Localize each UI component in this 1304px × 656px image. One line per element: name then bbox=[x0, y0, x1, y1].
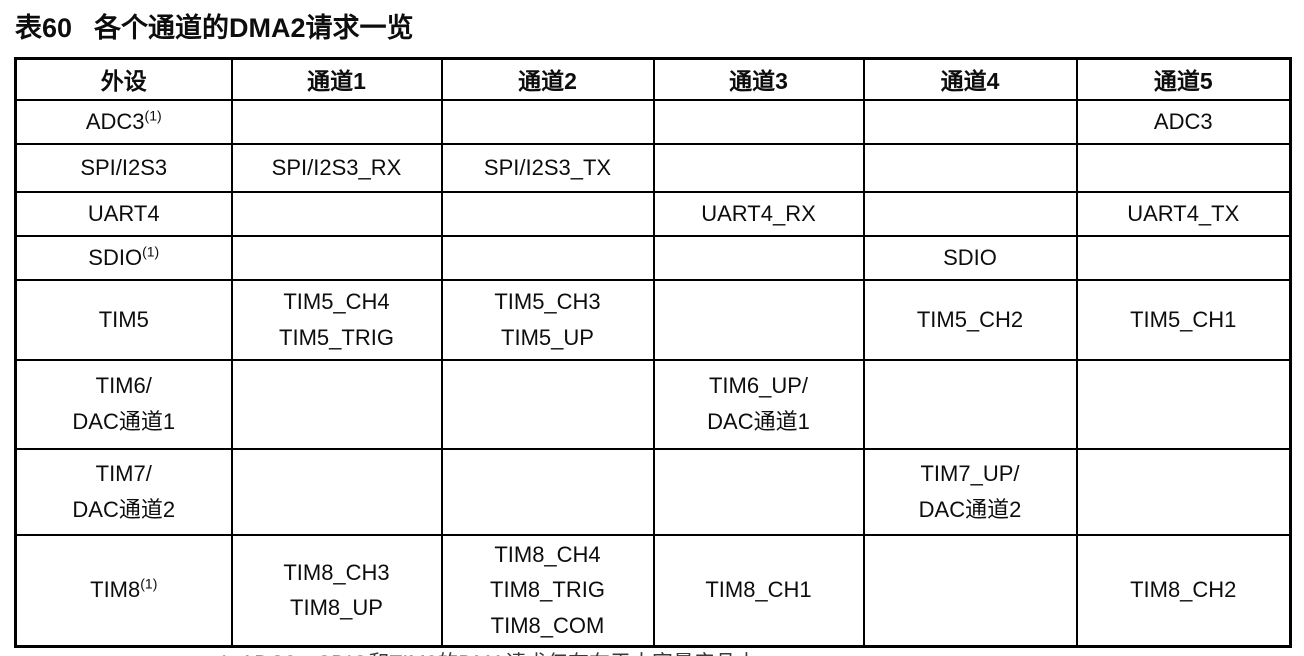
channel-cell bbox=[440, 98, 655, 145]
channel-cell bbox=[1075, 447, 1292, 536]
column-header-channel1: 通道1 bbox=[230, 57, 443, 101]
channel-cell: SPI/I2S3_TX bbox=[440, 142, 655, 193]
channel-cell bbox=[230, 190, 443, 237]
channel-cell bbox=[230, 98, 443, 145]
table-number: 表60 bbox=[15, 13, 73, 43]
channel-cell bbox=[652, 142, 865, 193]
channel-cell bbox=[1075, 358, 1292, 450]
peripheral-cell: TIM7/ DAC通道2 bbox=[14, 447, 233, 536]
channel-cell: TIM5_CH3 TIM5_UP bbox=[440, 278, 655, 361]
channel-cell bbox=[440, 447, 655, 536]
channel-cell: SPI/I2S3_RX bbox=[230, 142, 443, 193]
peripheral-name: SDIO bbox=[88, 244, 143, 270]
peripheral-cell: ADC3(1) bbox=[14, 98, 233, 145]
column-header-channel4: 通道4 bbox=[862, 57, 1078, 101]
table-footnote: 1. ADC3、SDIO和TIM8的DMA请求仅存在于大容量产品中 bbox=[218, 647, 757, 656]
dma2-request-table: 外设 通道1 通道2 通道3 通道4 通道5 ADC3(1) ADC3 SPI/… bbox=[14, 57, 1292, 648]
footnote-marker: (1) bbox=[140, 576, 158, 593]
channel-cell: TIM6_UP/ DAC通道1 bbox=[652, 358, 865, 450]
column-header-channel5: 通道5 bbox=[1075, 57, 1292, 101]
table-row: TIM6/ DAC通道1 TIM6_UP/ DAC通道1 bbox=[14, 358, 1292, 450]
column-header-channel3: 通道3 bbox=[652, 57, 865, 101]
channel-cell bbox=[862, 190, 1078, 237]
header-row: 外设 通道1 通道2 通道3 通道4 通道5 bbox=[14, 57, 1292, 101]
channel-cell: TIM8_CH3 TIM8_UP bbox=[230, 533, 443, 648]
table-row: UART4 UART4_RX UART4_TX bbox=[14, 190, 1292, 237]
peripheral-name: TIM7/ DAC通道2 bbox=[72, 460, 176, 522]
peripheral-cell: SPI/I2S3 bbox=[14, 142, 233, 193]
peripheral-name: ADC3 bbox=[85, 108, 145, 134]
channel-cell bbox=[1075, 234, 1292, 281]
table-row: TIM5 TIM5_CH4 TIM5_TRIG TIM5_CH3 TIM5_UP… bbox=[14, 278, 1292, 361]
channel-cell: TIM8_CH4 TIM8_TRIG TIM8_COM bbox=[440, 533, 655, 648]
footnote-marker: (1) bbox=[144, 107, 162, 124]
channel-cell bbox=[862, 533, 1078, 648]
channel-cell bbox=[440, 190, 655, 237]
peripheral-cell: TIM8(1) bbox=[14, 533, 233, 648]
channel-cell bbox=[440, 234, 655, 281]
channel-cell: TIM8_CH1 bbox=[652, 533, 865, 648]
table-title-text: 各个通道的DMA2请求一览 bbox=[94, 13, 414, 43]
channel-cell: TIM5_CH2 bbox=[862, 278, 1078, 361]
channel-cell: TIM7_UP/ DAC通道2 bbox=[862, 447, 1078, 536]
channel-cell: TIM5_CH4 TIM5_TRIG bbox=[230, 278, 443, 361]
channel-cell: UART4_TX bbox=[1075, 190, 1292, 237]
channel-cell: SDIO bbox=[862, 234, 1078, 281]
channel-cell: UART4_RX bbox=[652, 190, 865, 237]
peripheral-name: TIM8 bbox=[90, 577, 141, 603]
peripheral-name: TIM6/ DAC通道1 bbox=[72, 373, 176, 434]
channel-cell bbox=[862, 358, 1078, 450]
table-row: TIM7/ DAC通道2 TIM7_UP/ DAC通道2 bbox=[14, 447, 1292, 536]
peripheral-cell: TIM5 bbox=[14, 278, 233, 361]
table-row: SDIO(1) SDIO bbox=[14, 234, 1292, 281]
peripheral-name: UART4 bbox=[87, 200, 160, 226]
channel-cell: TIM8_CH2 bbox=[1075, 533, 1292, 648]
channel-cell bbox=[230, 358, 443, 450]
table-row: TIM8(1) TIM8_CH3 TIM8_UP TIM8_CH4 TIM8_T… bbox=[14, 533, 1292, 648]
channel-cell bbox=[862, 98, 1078, 145]
channel-cell: TIM5_CH1 bbox=[1075, 278, 1292, 361]
channel-cell bbox=[652, 98, 865, 145]
table-row: SPI/I2S3 SPI/I2S3_RX SPI/I2S3_TX bbox=[14, 142, 1292, 193]
channel-cell: ADC3 bbox=[1075, 98, 1292, 145]
footnote-marker: (1) bbox=[142, 243, 160, 260]
channel-cell bbox=[1075, 142, 1292, 193]
channel-cell bbox=[652, 447, 865, 536]
peripheral-name: SPI/I2S3 bbox=[80, 154, 168, 180]
table-row: ADC3(1) ADC3 bbox=[14, 98, 1292, 145]
channel-cell bbox=[440, 358, 655, 450]
channel-cell bbox=[230, 234, 443, 281]
channel-cell bbox=[652, 278, 865, 361]
peripheral-cell: SDIO(1) bbox=[14, 234, 233, 281]
table-title: 表60 各个通道的DMA2请求一览 bbox=[15, 6, 414, 45]
column-header-channel2: 通道2 bbox=[440, 57, 655, 101]
peripheral-name: TIM5 bbox=[98, 306, 149, 332]
peripheral-cell: UART4 bbox=[14, 190, 233, 237]
channel-cell bbox=[862, 142, 1078, 193]
channel-cell bbox=[230, 447, 443, 536]
peripheral-cell: TIM6/ DAC通道1 bbox=[14, 358, 233, 450]
channel-cell bbox=[652, 234, 865, 281]
column-header-peripheral: 外设 bbox=[14, 57, 233, 101]
